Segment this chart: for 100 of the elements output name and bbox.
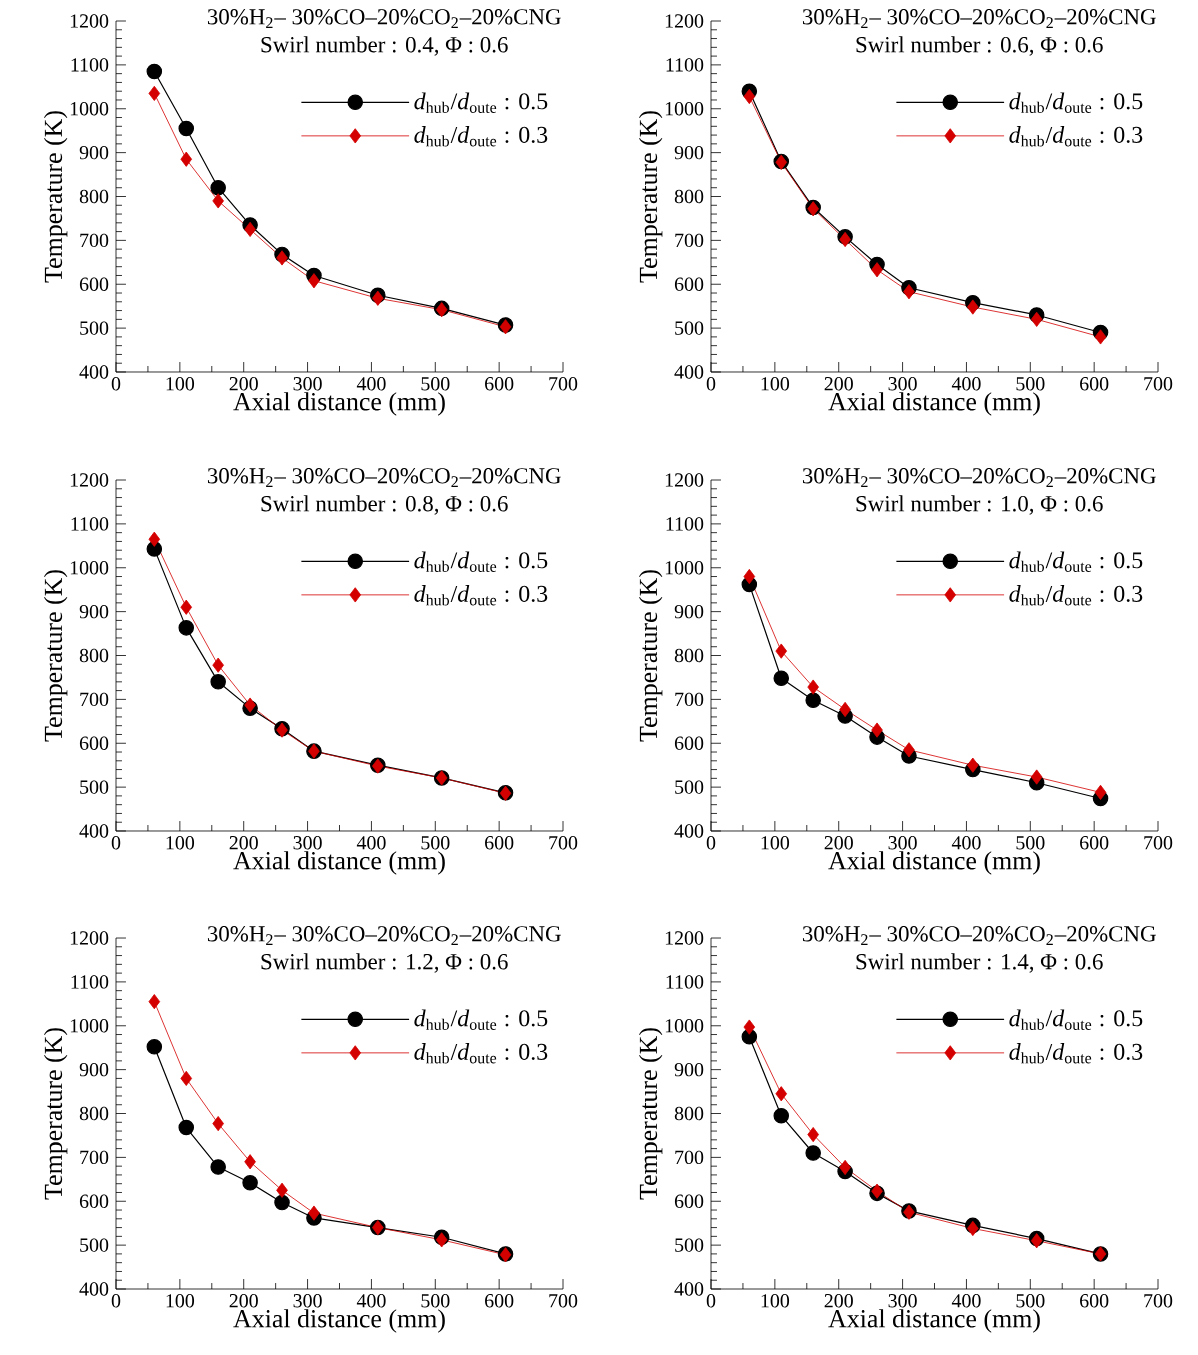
x-tick-label: 500 [1016,1294,1045,1308]
y-tick-label: 700 [675,233,704,248]
x-tick-label: 300 [293,1294,322,1308]
x-tick-label: 300 [888,1294,917,1308]
x-tick-label: 500 [421,377,450,391]
x-tick-label: 0 [706,1294,716,1308]
x-tick-label: 500 [421,1294,450,1308]
x-tick-label: 400 [356,377,386,391]
x-tick-label: 300 [888,377,917,391]
y-tick-label: 1100 [71,58,109,72]
x-tick-label: 100 [166,1294,195,1308]
x-tick-label: 700 [549,377,578,391]
x-tick-label: 0 [706,836,716,850]
x-tick-label: 600 [1080,1294,1109,1308]
x-tick-label: 100 [761,1294,790,1308]
x-tick-label: 200 [229,377,258,391]
y-tick-label: 1100 [666,58,704,72]
x-tick-label: 600 [485,1294,514,1308]
y-tick-label: 600 [674,277,704,291]
y-tick-label: 1100 [666,517,704,531]
y-tick-label: 400 [674,365,704,379]
x-axis-title: Axial distance (mm) [233,1309,445,1333]
text: Swirl number : 0.4, Φ : 0.6 [261,36,508,56]
y-tick-label: 600 [79,1194,109,1208]
x-tick-label: 100 [166,836,195,850]
y-tick-label: 600 [674,1194,704,1208]
x-tick-label: 500 [421,836,450,850]
x-tick-label: 0 [111,836,121,850]
y-tick-label: 1000 [70,561,109,575]
x-tick-label: 300 [293,377,322,391]
legend-label: d$_{hub}$/d$_{oute}$ : 0.3 [1009,126,1143,147]
y-tick-label: 1200 [665,14,704,28]
y-tick-label: 900 [79,145,109,160]
y-tick-label: 500 [675,321,704,335]
x-axis-title: Axial distance (mm) [828,392,1040,416]
x-tick-label: 500 [1016,377,1045,391]
y-tick-label: 700 [80,1150,109,1165]
x-tick-label: 400 [356,836,386,850]
y-tick-label: 1100 [666,975,704,989]
legend-label: d$_{hub}$/d$_{oute}$ : 0.5 [1009,551,1143,572]
y-tick-label: 500 [80,1238,109,1252]
x-tick-label: 200 [229,836,258,850]
chart-title: 30%H$_{2}$– 30%CO–20%CO$_{2}$–20%CNG [802,9,1156,28]
y-tick-label: 600 [79,736,109,750]
legend-label: d$_{hub}$/d$_{oute}$ : 0.5 [1009,1009,1143,1030]
y-tick-label: 900 [674,604,704,619]
y-tick-label: 1100 [71,517,109,531]
y-axis-title: Temperature (K) [638,111,663,283]
x-tick-label: 700 [549,1294,578,1308]
chart-title: 30%H$_{2}$– 30%CO–20%CO$_{2}$–20%CNG [802,468,1156,487]
y-tick-label: 800 [674,648,704,663]
legend-label: d$_{hub}$/d$_{oute}$ : 0.5 [414,1009,548,1030]
text: Swirl number : 1.2, Φ : 0.6 [261,953,508,973]
y-tick-label: 1100 [71,975,109,989]
y-tick-label: 900 [79,1062,109,1077]
y-axis-title: Temperature (K) [638,570,663,742]
y-tick-label: 1200 [70,473,109,487]
y-tick-label: 800 [674,1106,704,1121]
legend-label: d$_{hub}$/d$_{oute}$ : 0.3 [414,126,548,147]
y-tick-label: 800 [79,648,109,663]
y-tick-label: 700 [675,1150,704,1165]
x-tick-label: 600 [485,377,514,391]
y-tick-label: 900 [79,604,109,619]
y-tick-label: 900 [674,145,704,160]
y-axis-title: Temperature (K) [638,1028,663,1200]
y-tick-label: 500 [80,321,109,335]
x-axis-title: Axial distance (mm) [828,851,1040,875]
chart-title: 30%H$_{2}$– 30%CO–20%CO$_{2}$–20%CNG [802,926,1156,945]
x-tick-label: 400 [951,836,981,850]
x-tick-label: 700 [549,836,578,850]
legend-label: d$_{hub}$/d$_{oute}$ : 0.3 [1009,1043,1143,1064]
x-tick-label: 100 [761,377,790,391]
x-tick-label: 700 [1144,377,1173,391]
y-tick-label: 700 [80,233,109,248]
y-tick-label: 800 [674,189,704,204]
legend-label: d$_{hub}$/d$_{oute}$ : 0.5 [414,92,548,113]
y-tick-label: 400 [674,824,704,838]
chart-title: 30%H$_{2}$– 30%CO–20%CO$_{2}$–20%CNG [207,926,561,945]
y-tick-label: 500 [80,780,109,794]
text: Swirl number : 0.6, Φ : 0.6 [856,36,1103,56]
x-tick-label: 100 [166,377,195,391]
x-tick-label: 300 [888,836,917,850]
legend-label: d$_{hub}$/d$_{oute}$ : 0.5 [414,551,548,572]
text: Swirl number : 1.4, Φ : 0.6 [856,953,1103,973]
chart-title: 30%H$_{2}$– 30%CO–20%CO$_{2}$–20%CNG [207,468,561,487]
chart-title: 30%H$_{2}$– 30%CO–20%CO$_{2}$–20%CNG [207,9,561,28]
y-tick-label: 1000 [665,561,704,575]
text: Swirl number : 1.0, Φ : 0.6 [856,495,1103,515]
y-tick-label: 400 [79,824,109,838]
y-tick-label: 1200 [70,14,109,28]
x-tick-label: 300 [293,836,322,850]
legend-label: d$_{hub}$/d$_{oute}$ : 0.3 [1009,585,1143,606]
y-tick-label: 1000 [665,102,704,116]
y-tick-label: 800 [79,1106,109,1121]
text: Swirl number : 0.8, Φ : 0.6 [261,495,508,515]
x-axis-title: Axial distance (mm) [828,1309,1040,1333]
x-tick-label: 200 [824,1294,853,1308]
x-tick-label: 400 [356,1294,386,1308]
y-tick-label: 900 [674,1062,704,1077]
x-tick-label: 200 [824,377,853,391]
